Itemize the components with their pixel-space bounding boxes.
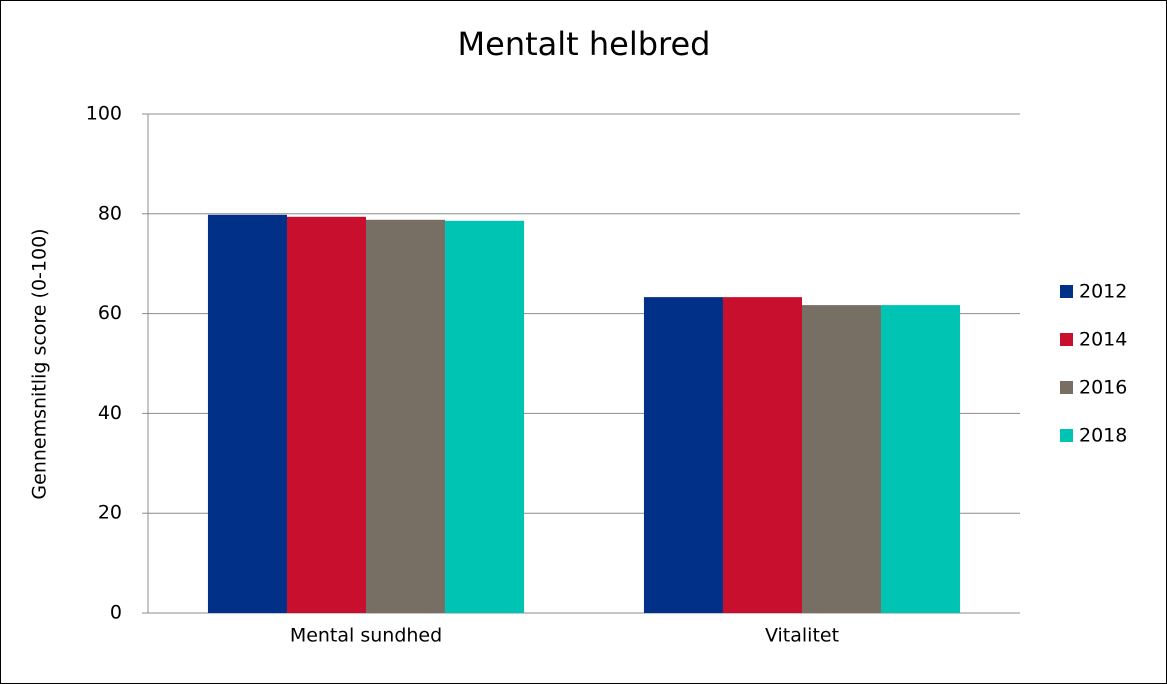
legend-label: 2014 bbox=[1079, 329, 1127, 351]
bar bbox=[722, 297, 802, 613]
bar bbox=[207, 214, 287, 613]
legend-label: 2012 bbox=[1079, 281, 1127, 303]
y-tick-label: 20 bbox=[98, 502, 122, 524]
y-axis-label: Gennemsnitlig score (0-100) bbox=[29, 228, 51, 499]
y-tick-label: 60 bbox=[98, 302, 122, 324]
bar bbox=[366, 219, 446, 613]
bar bbox=[445, 220, 525, 613]
x-tick-label: Vitalitet bbox=[765, 625, 839, 647]
x-tick-label: Mental sundhed bbox=[290, 625, 442, 647]
legend-swatch bbox=[1060, 381, 1073, 394]
legend-label: 2016 bbox=[1079, 377, 1127, 399]
bar bbox=[286, 216, 366, 613]
bar bbox=[881, 305, 961, 613]
chart-title: Mentalt helbred bbox=[458, 25, 711, 63]
legend-swatch bbox=[1060, 429, 1073, 442]
legend-swatch bbox=[1060, 285, 1073, 298]
y-tick-label: 0 bbox=[110, 602, 122, 624]
bar bbox=[802, 305, 882, 613]
legend-swatch bbox=[1060, 333, 1073, 346]
y-tick-label: 40 bbox=[98, 402, 122, 424]
y-tick-label: 80 bbox=[98, 202, 122, 224]
legend-label: 2018 bbox=[1079, 425, 1127, 447]
y-tick-label: 100 bbox=[86, 103, 122, 125]
bar bbox=[643, 297, 723, 613]
